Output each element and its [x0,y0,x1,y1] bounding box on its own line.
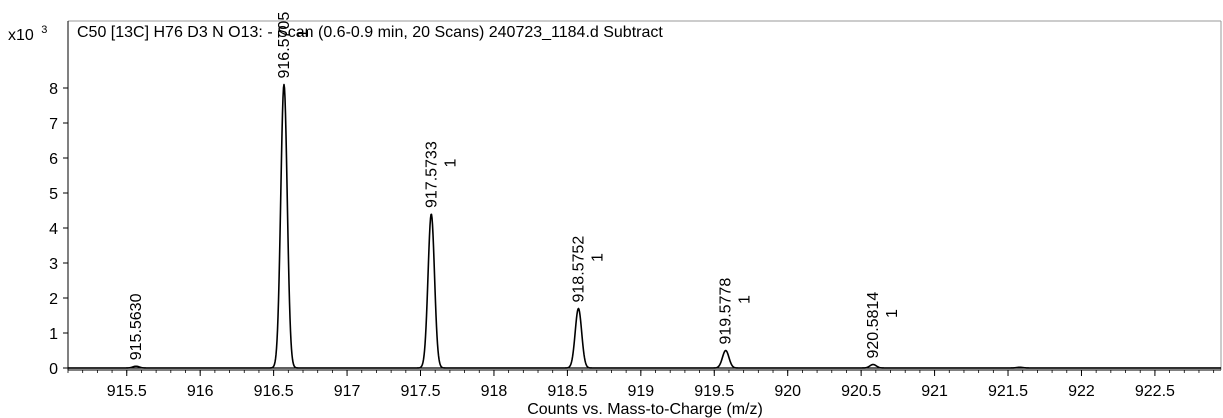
x-tick-label: 915.5 [107,383,147,400]
y-tick-label: 1 [49,326,58,343]
x-tick-label: 921.5 [988,383,1028,400]
peak-charge-label: 1 [295,29,312,38]
x-tick-label: 918.5 [547,383,587,400]
y-tick-label: 3 [49,256,58,273]
spectrum-trace [67,83,1222,369]
peak-mz-label: 919.5778 [718,278,735,345]
y-multiplier-exponent: 3 [41,24,47,36]
x-tick-label: 920.5 [841,383,881,400]
peak-mz-label: 918.5752 [570,236,587,303]
y-tick-label: 5 [49,186,58,203]
peak-mz-label: 916.5705 [276,12,293,79]
y-multiplier-label: x10 3 [8,24,47,44]
peak-mz-label: 920.5814 [865,292,882,359]
x-tick-label: 916.5 [254,383,294,400]
spectrum-line [67,83,1222,369]
x-tick-label: 916 [187,383,214,400]
peak-charge-label: 1 [589,253,606,262]
chart-title: C50 [13C] H76 D3 N O13: - Scan (0.6-0.9 … [77,24,663,41]
peak-charge-label: 1 [442,158,459,167]
plot-frame [67,20,1222,371]
peak-charge-label: 1 [884,309,901,318]
peak-charge-label: 1 [737,295,754,304]
x-axis: 915.5 916 916.5 917 917.5 918 918.5 919 919.5 920… [67,370,1215,400]
x-axis-label: Counts vs. Mass-to-Charge (m/z) [527,401,763,418]
y-tick-label: 8 [49,81,58,98]
y-axis: 0 1 2 3 4 5 6 7 8 [49,81,68,378]
x-tick-label: 918 [481,383,508,400]
y-tick-label: 7 [49,116,58,133]
x-tick-label: 919.5 [694,383,734,400]
y-tick-label: 0 [49,361,58,378]
x-tick-label: 920 [774,383,801,400]
x-tick-label: 917 [334,383,361,400]
x-tick-label: 921 [921,383,948,400]
y-tick-label: 6 [49,151,58,168]
y-tick-label: 2 [49,291,58,308]
x-tick-label: 917.5 [400,383,440,400]
x-tick-label: 919 [627,383,654,400]
y-tick-label: 4 [49,221,58,238]
y-multiplier-base: x10 [8,27,34,44]
x-tick-label: 922.5 [1135,383,1175,400]
peak-mz-label: 917.5733 [423,141,440,208]
peak-mz-label: 915.5630 [128,293,145,360]
x-tick-label: 922 [1068,383,1095,400]
